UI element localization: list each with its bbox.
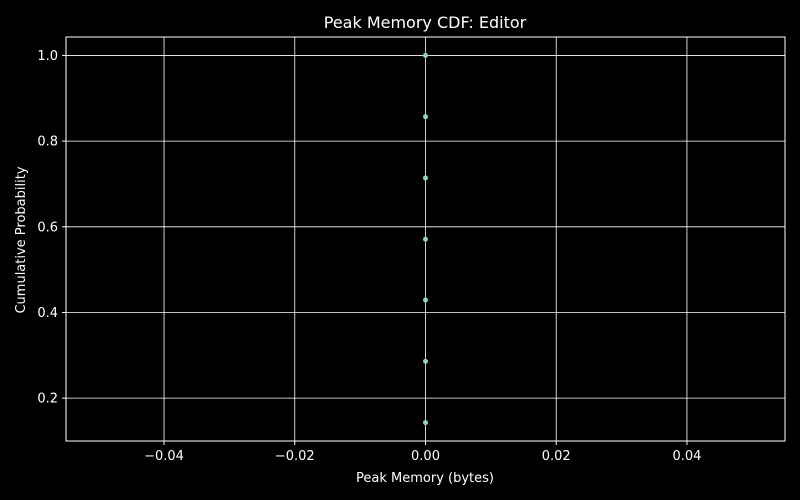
data-point bbox=[423, 358, 428, 364]
x-tick-label: −0.04 bbox=[144, 449, 184, 464]
y-tick-label: 0.4 bbox=[37, 306, 58, 321]
x-tick-label: 0.00 bbox=[411, 449, 440, 464]
y-tick-label: 0.8 bbox=[37, 135, 58, 150]
data-point bbox=[423, 420, 428, 426]
x-tick-label: −0.02 bbox=[275, 449, 315, 464]
chart-title: Peak Memory CDF: Editor bbox=[324, 13, 527, 32]
data-points bbox=[423, 52, 428, 426]
data-point bbox=[423, 236, 428, 242]
data-point bbox=[423, 297, 428, 303]
y-axis-label: Cumulative Probability bbox=[14, 166, 29, 313]
data-point bbox=[423, 175, 428, 181]
grid bbox=[66, 37, 785, 441]
x-tick-label: 0.02 bbox=[542, 449, 571, 464]
ticks: −0.04 −0.02 0.00 0.02 0.04 0.2 0.4 0.6 0.8 1.0 bbox=[37, 49, 701, 464]
y-tick-label: 1.0 bbox=[37, 49, 58, 64]
data-point bbox=[423, 114, 428, 120]
y-tick-label: 0.2 bbox=[37, 392, 58, 407]
x-tick-label: 0.04 bbox=[672, 449, 701, 464]
x-axis-label: Peak Memory (bytes) bbox=[356, 471, 494, 486]
data-point bbox=[423, 52, 428, 58]
y-tick-label: 0.6 bbox=[37, 220, 58, 235]
